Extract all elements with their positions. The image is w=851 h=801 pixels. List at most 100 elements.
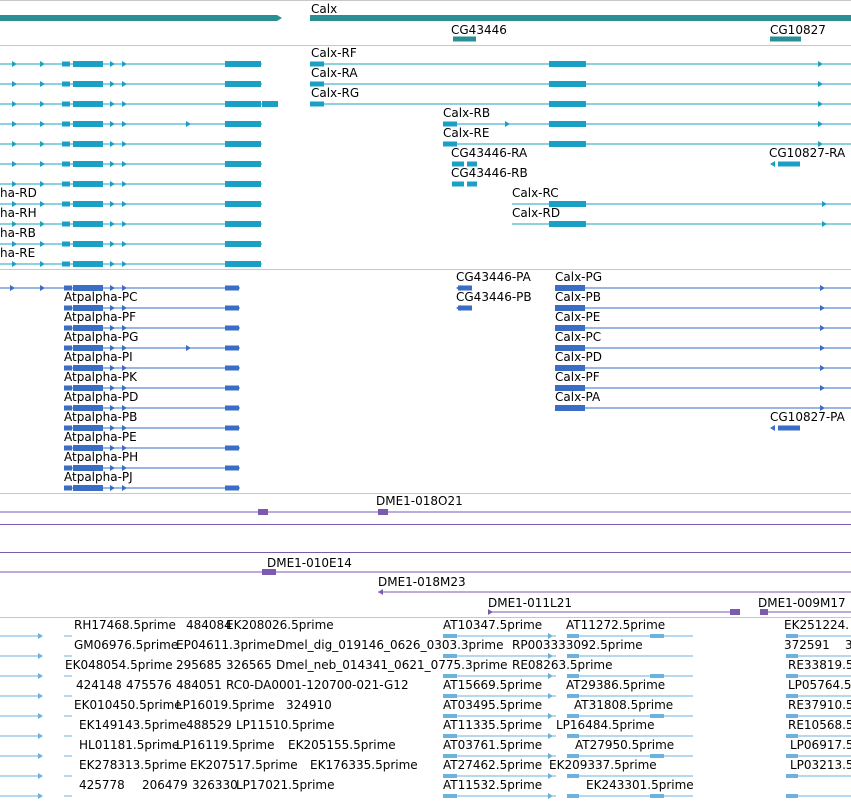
est-label[interactable]: EK243301.5prime bbox=[586, 778, 694, 792]
est-label[interactable]: AT03761.5prime bbox=[443, 738, 543, 752]
transcript-label[interactable]: Calx-PF bbox=[555, 370, 600, 384]
transcript-label[interactable]: Atpalpha-PG bbox=[64, 330, 139, 344]
est-label[interactable]: AT10347.5prime bbox=[443, 618, 543, 632]
est-label[interactable]: AT11335.5prime bbox=[443, 718, 543, 732]
est-label[interactable]: HL01181.5prime bbox=[79, 738, 180, 752]
est-label[interactable]: 206479 bbox=[142, 778, 188, 792]
est-label[interactable]: Dmel_dig_019146_0626_0303.3prime bbox=[276, 638, 504, 652]
est-label[interactable]: RH17468.5prime bbox=[74, 618, 176, 632]
est-label[interactable]: RE33819.5 bbox=[788, 658, 851, 672]
bac-label[interactable]: DME1-018O21 bbox=[376, 494, 463, 508]
gene-label[interactable]: Calx bbox=[311, 2, 338, 16]
est-label[interactable]: Dmel_neb_014341_0621_0775.3prime bbox=[276, 658, 508, 672]
est-label[interactable]: 484084 bbox=[186, 618, 232, 632]
est-label[interactable]: EK149143.5prime bbox=[79, 718, 187, 732]
est-label[interactable]: 3 bbox=[845, 638, 851, 652]
transcript-label[interactable]: Calx-RF bbox=[311, 46, 357, 60]
transcript-label[interactable]: CG43446-RA bbox=[451, 146, 528, 160]
transcript-label[interactable]: ha-RH bbox=[0, 206, 37, 220]
est-label[interactable]: 424148 bbox=[76, 678, 122, 692]
est-label[interactable]: AT27950.5prime bbox=[575, 738, 675, 752]
est-label[interactable]: LP16119.5prime bbox=[176, 738, 275, 752]
est-label[interactable]: AT11272.5prime bbox=[566, 618, 666, 632]
transcript-label[interactable]: Calx-PB bbox=[555, 290, 601, 304]
est-label[interactable]: 326565 bbox=[226, 658, 272, 672]
est-label[interactable]: EK251224. bbox=[784, 618, 850, 632]
est-label[interactable]: 324910 bbox=[286, 698, 332, 712]
est-label[interactable]: EK278313.5prime bbox=[79, 758, 187, 772]
transcript-label[interactable]: Atpalpha-PF bbox=[64, 310, 137, 324]
est-label[interactable]: EK208026.5prime bbox=[226, 618, 334, 632]
transcript-label[interactable]: Calx-RD bbox=[512, 206, 561, 220]
est-label[interactable]: EK048054.5prime bbox=[65, 658, 173, 672]
est-label[interactable]: AT15669.5prime bbox=[443, 678, 543, 692]
est-label[interactable]: LP03213.5 bbox=[790, 758, 851, 772]
est-label[interactable]: GM06976.5prime bbox=[74, 638, 179, 652]
est-label[interactable]: LP11510.5prime bbox=[236, 718, 335, 732]
est-label[interactable]: EK207517.5prime bbox=[190, 758, 298, 772]
transcript-label[interactable]: Atpalpha-PC bbox=[64, 290, 138, 304]
bac-label[interactable]: DME1-010E14 bbox=[267, 556, 352, 570]
est-label[interactable]: RE08263.5prime bbox=[512, 658, 613, 672]
strand-arrow bbox=[12, 161, 17, 167]
est-label[interactable]: LP16019.5prime bbox=[176, 698, 275, 712]
transcript-label[interactable]: CG43446-PB bbox=[456, 290, 532, 304]
transcript-label[interactable]: CG43446-PA bbox=[456, 270, 531, 284]
transcript-label[interactable]: Atpalpha-PE bbox=[64, 430, 137, 444]
transcript-label[interactable]: Atpalpha-PB bbox=[64, 410, 138, 424]
est-label[interactable]: AT31808.5prime bbox=[574, 698, 674, 712]
est-label[interactable]: EK209337.5prime bbox=[549, 758, 657, 772]
transcript-label[interactable]: Calx-PG bbox=[555, 270, 603, 284]
est-label[interactable]: 484051 bbox=[176, 678, 222, 692]
transcript-label[interactable]: Calx-RA bbox=[311, 66, 358, 80]
est-label[interactable]: LP06917.5 bbox=[790, 738, 851, 752]
est-label[interactable]: AT03495.5prime bbox=[443, 698, 543, 712]
transcript-label[interactable]: Calx-RC bbox=[512, 186, 559, 200]
est-label[interactable]: RP003333092.5prime bbox=[512, 638, 643, 652]
est-label[interactable]: AT29386.5prime bbox=[566, 678, 666, 692]
est-label[interactable]: RE37910.5 bbox=[788, 698, 851, 712]
est-label[interactable]: LP05764.5 bbox=[788, 678, 851, 692]
transcript-label[interactable]: CG43446-RB bbox=[451, 166, 528, 180]
bac-label[interactable]: DME1-018M23 bbox=[378, 575, 466, 589]
transcript-label[interactable]: Calx-RE bbox=[443, 126, 490, 140]
transcript-label[interactable]: Atpalpha-PK bbox=[64, 370, 138, 384]
est-label[interactable]: AT11532.5prime bbox=[443, 778, 543, 792]
est-label[interactable]: LP16484.5prime bbox=[556, 718, 655, 732]
est-label[interactable]: 372591 bbox=[784, 638, 830, 652]
est-label[interactable]: 425778 bbox=[79, 778, 125, 792]
transcript-label[interactable]: Calx-PD bbox=[555, 350, 602, 364]
transcript-label[interactable]: CG10827-PA bbox=[770, 410, 845, 424]
transcript-label[interactable]: Calx-PA bbox=[555, 390, 601, 404]
transcript-label[interactable]: ha-RE bbox=[0, 246, 36, 260]
transcript-label[interactable]: ha-RB bbox=[0, 226, 36, 240]
bac-label[interactable]: DME1-011L21 bbox=[488, 596, 572, 610]
exon-block bbox=[64, 385, 72, 391]
est-label[interactable]: EP04611.3prime bbox=[176, 638, 276, 652]
exon-block bbox=[62, 81, 70, 87]
transcript-label[interactable]: Atpalpha-PI bbox=[64, 350, 133, 364]
transcript-label[interactable]: Calx-RG bbox=[311, 86, 360, 100]
est-label[interactable]: AT27462.5prime bbox=[443, 758, 543, 772]
transcript-label[interactable]: Atpalpha-PD bbox=[64, 390, 139, 404]
transcript-label[interactable]: Calx-PC bbox=[555, 330, 602, 344]
transcript-label[interactable]: ha-RD bbox=[0, 186, 37, 200]
transcript-label[interactable]: Atpalpha-PJ bbox=[64, 470, 133, 484]
est-label[interactable]: RC0-DA0001-120700-021-G12 bbox=[226, 678, 409, 692]
est-label[interactable]: LP17021.5prime bbox=[236, 778, 335, 792]
bac-label[interactable]: DME1-009M17 bbox=[758, 596, 846, 610]
transcript-label[interactable]: Calx-PE bbox=[555, 310, 601, 324]
transcript-label[interactable]: CG10827-RA bbox=[769, 146, 846, 160]
transcript-label[interactable]: Atpalpha-PH bbox=[64, 450, 139, 464]
transcript-label[interactable]: Calx-RB bbox=[443, 106, 491, 120]
est-label[interactable]: EK010450.5prime bbox=[74, 698, 182, 712]
gene-label[interactable]: CG10827 bbox=[770, 23, 826, 37]
est-label[interactable]: EK176335.5prime bbox=[310, 758, 418, 772]
est-label[interactable]: RE10568.5 bbox=[788, 718, 851, 732]
est-label[interactable]: 488529 bbox=[186, 718, 232, 732]
est-label[interactable]: 475576 bbox=[126, 678, 172, 692]
est-label[interactable]: 326330 bbox=[192, 778, 238, 792]
est-label[interactable]: EK205155.5prime bbox=[288, 738, 396, 752]
gene-label[interactable]: CG43446 bbox=[451, 23, 507, 37]
est-label[interactable]: 295685 bbox=[176, 658, 222, 672]
